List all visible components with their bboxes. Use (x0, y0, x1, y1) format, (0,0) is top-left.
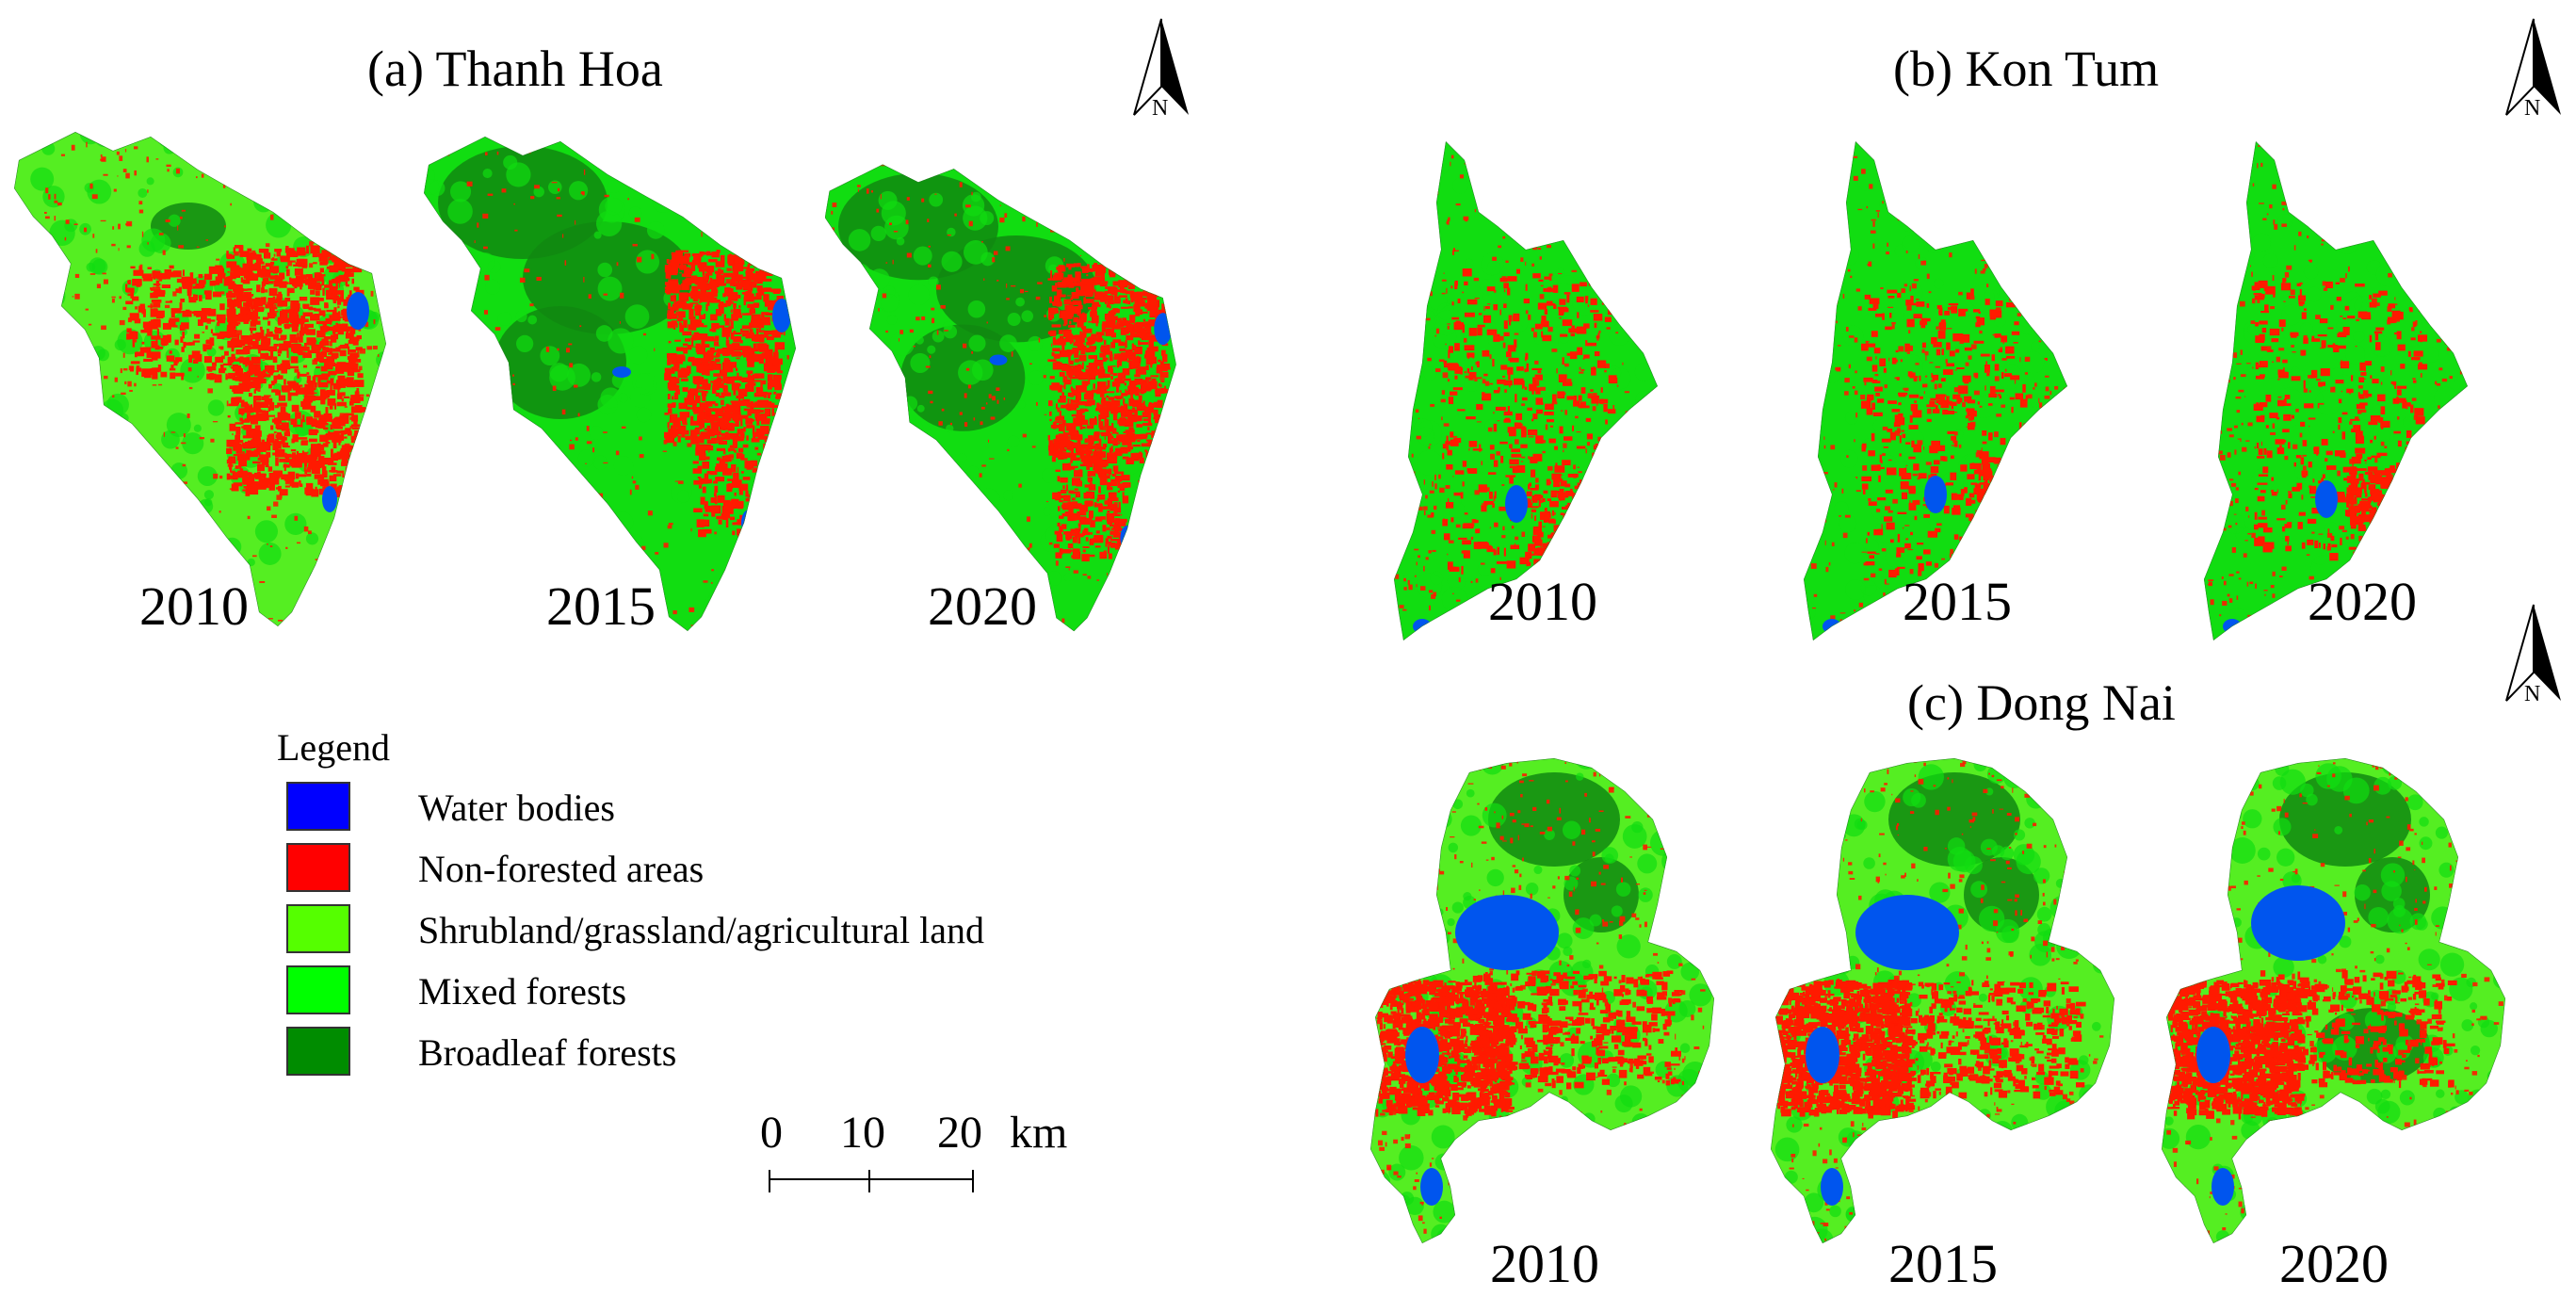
legend-title: Legend (277, 726, 390, 769)
legend-swatch (286, 843, 350, 892)
north-arrow-icon: N (2505, 604, 2561, 706)
map-thanh-hoa-2015 (424, 137, 796, 631)
svg-text:N: N (1152, 96, 1168, 121)
panel-title-kon-tum: (b) Kon Tum (1893, 41, 2160, 97)
year-label-thanh-hoa-2015: 2015 (546, 576, 656, 637)
scale-unit: km (1010, 1108, 1068, 1158)
legend-swatch (286, 965, 350, 1014)
map-dong-nai-2020 (2162, 758, 2505, 1243)
map-dong-nai-2015 (1771, 758, 2114, 1243)
legend-item-mixed-forest: Mixed forests (286, 965, 1115, 1020)
scale-bar: 0 10 20 km (753, 1107, 1067, 1201)
legend-item-water: Water bodies (286, 782, 1115, 836)
map-thanh-hoa-2010 (14, 132, 386, 626)
year-label-kon-tum-2015: 2015 (1903, 571, 2012, 632)
map-kon-tum-2020 (2204, 141, 2468, 640)
legend-swatch (286, 1027, 350, 1076)
panel-title-dong-nai: (c) Dong Nai (1907, 674, 2176, 731)
svg-text:N: N (2524, 682, 2540, 706)
legend-item-broadleaf-forest: Broadleaf forests (286, 1027, 1115, 1081)
legend-label: Mixed forests (418, 970, 627, 1013)
legend-label: Water bodies (418, 786, 615, 829)
map-kon-tum-2010 (1394, 141, 1658, 640)
year-label-dong-nai-2020: 2020 (2279, 1233, 2389, 1294)
north-arrow-icon: N (1133, 18, 1189, 121)
scale-tick-10: 10 (840, 1108, 885, 1158)
scale-tick-0: 0 (760, 1108, 783, 1158)
year-label-dong-nai-2010: 2010 (1490, 1233, 1599, 1294)
legend-label: Broadleaf forests (418, 1031, 677, 1074)
legend-swatch (286, 782, 350, 831)
north-arrow-icon: N (2505, 18, 2561, 121)
legend-label: Non-forested areas (418, 848, 705, 890)
map-kon-tum-2015 (1804, 141, 2067, 640)
legend: Legend Water bodies Non-forested areas S… (266, 725, 1113, 1076)
year-label-thanh-hoa-2020: 2020 (928, 576, 1037, 637)
year-label-kon-tum-2010: 2010 (1488, 571, 1597, 632)
legend-item-non-forest: Non-forested areas (286, 843, 1115, 898)
map-thanh-hoa-2020 (824, 164, 1176, 632)
scale-bar-line (769, 1170, 974, 1192)
scale-tick-20: 20 (937, 1108, 982, 1158)
legend-item-shrubland: Shrubland/grassland/agricultural land (286, 904, 1115, 959)
panel-title-thanh-hoa: (a) Thanh Hoa (367, 41, 663, 97)
year-label-dong-nai-2015: 2015 (1888, 1233, 1998, 1294)
year-label-kon-tum-2020: 2020 (2308, 571, 2417, 632)
map-dong-nai-2010 (1370, 758, 1714, 1243)
svg-text:N: N (2524, 96, 2540, 121)
year-label-thanh-hoa-2010: 2010 (139, 576, 249, 637)
legend-swatch (286, 904, 350, 953)
legend-label: Shrubland/grassland/agricultural land (418, 909, 984, 951)
